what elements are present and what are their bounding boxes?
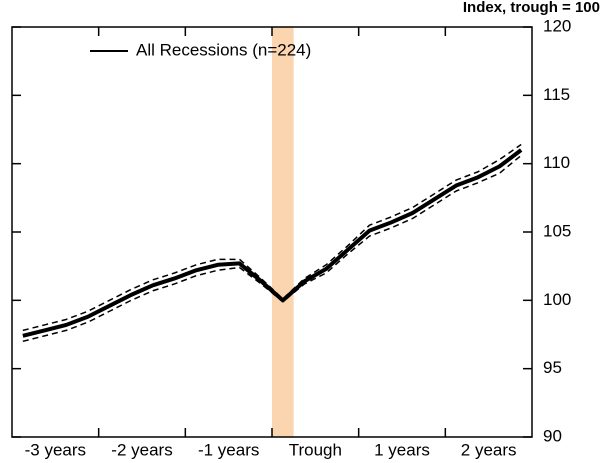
- x-tick-label: Trough: [289, 440, 342, 459]
- x-tick-label: -1 years: [198, 440, 259, 459]
- x-tick-label: 2 years: [461, 440, 517, 459]
- y-tick-label: 105: [543, 221, 571, 240]
- x-tick-label: 1 years: [374, 440, 430, 459]
- legend-label: All Recessions (n=224): [136, 40, 311, 59]
- y-tick-label: 110: [543, 153, 570, 172]
- band-line: [22, 154, 522, 343]
- trough-shade: [272, 27, 294, 437]
- band-line: [22, 143, 522, 332]
- y-tick-label: 115: [543, 85, 570, 104]
- x-tick-label: -3 years: [25, 440, 86, 459]
- y-axis-title: Index, trough = 100: [463, 0, 600, 16]
- y-tick-label: 95: [543, 358, 562, 377]
- y-tick-label: 100: [543, 290, 571, 309]
- y-tick-label: 120: [543, 16, 571, 35]
- x-tick-label: -2 years: [111, 440, 172, 459]
- series-line: [22, 148, 523, 338]
- y-tick-label: 90: [543, 426, 562, 445]
